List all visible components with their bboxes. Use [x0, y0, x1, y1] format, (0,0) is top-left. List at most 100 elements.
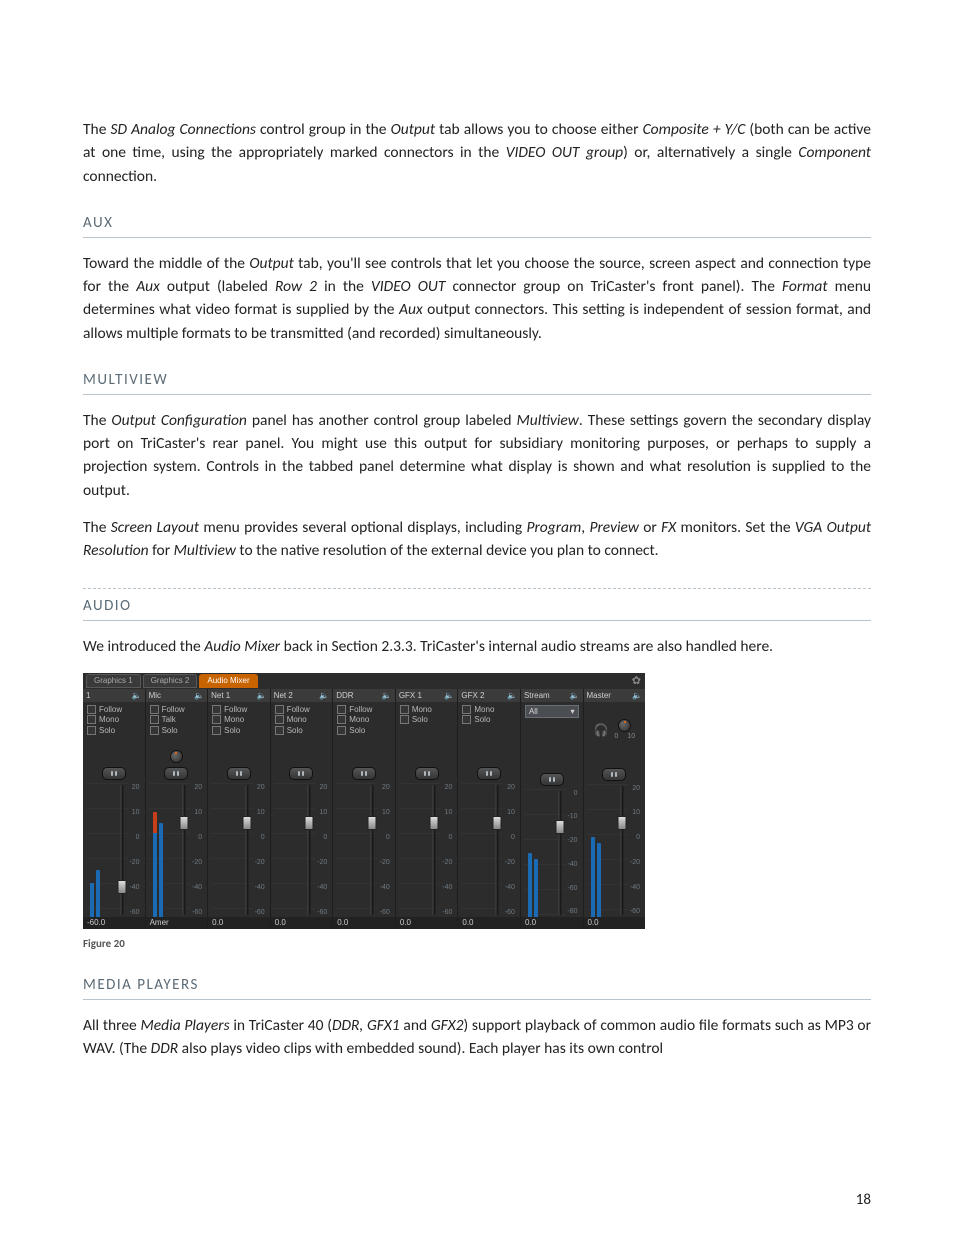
mute-button[interactable]	[102, 767, 126, 780]
mute-button[interactable]	[227, 767, 251, 780]
speaker-icon[interactable]: 🔈	[570, 691, 580, 700]
gear-icon[interactable]: ✿	[632, 674, 641, 687]
meter-bars	[340, 783, 350, 917]
checkbox-solo[interactable]: Solo	[212, 726, 266, 736]
checkbox-solo[interactable]: Solo	[275, 726, 329, 736]
tab-graphics-1[interactable]: Graphics 1	[86, 674, 141, 688]
fader-handle[interactable]	[117, 880, 126, 894]
channel-header: Stream🔈	[521, 689, 583, 702]
channel-value: 0.0	[458, 917, 520, 929]
fader-handle[interactable]	[430, 816, 439, 830]
mute-button[interactable]	[415, 767, 439, 780]
fader-handle[interactable]	[242, 816, 251, 830]
mute-button[interactable]	[164, 767, 188, 780]
meter-area: 20100-20-40-60	[399, 783, 455, 917]
knob-row	[83, 751, 145, 763]
meter-bar	[90, 883, 94, 917]
fader	[557, 789, 563, 917]
checkbox-label: Solo	[162, 726, 178, 736]
checkbox-mono[interactable]: Mono	[87, 715, 141, 725]
text-italic: Media Players	[141, 1016, 230, 1035]
mute-button[interactable]	[602, 768, 626, 781]
checkbox-mono[interactable]: Mono	[400, 705, 454, 715]
text-italic: Multiview	[517, 411, 579, 430]
text: back in Section 2.3.3. TriCaster's inter…	[280, 637, 773, 656]
checkbox-solo[interactable]: Solo	[150, 726, 204, 736]
meter-bars	[465, 783, 475, 917]
checkbox-label: Mono	[224, 715, 244, 725]
speaker-icon[interactable]: 🔈	[319, 691, 329, 700]
checkbox-solo[interactable]: Solo	[337, 726, 391, 736]
checkbox-follow[interactable]: Follow	[337, 705, 391, 715]
text: or	[639, 518, 661, 537]
meter-bar	[591, 837, 595, 917]
mute-button[interactable]	[540, 773, 564, 786]
speaker-icon[interactable]: 🔈	[132, 691, 142, 700]
speaker-icon[interactable]: 🔈	[382, 691, 392, 700]
speaker-icon[interactable]: 🔈	[444, 691, 454, 700]
speaker-icon[interactable]: 🔈	[632, 691, 642, 700]
speaker-icon[interactable]: 🔈	[194, 691, 204, 700]
fader-handle[interactable]	[492, 816, 501, 830]
checkbox-talk[interactable]: Talk	[150, 715, 204, 725]
master-headphone-section: 🎧010	[584, 702, 646, 752]
meter-scale: 20100-20-40-60	[380, 783, 390, 917]
pan-knob[interactable]	[170, 750, 183, 763]
checkbox-mono[interactable]: Mono	[462, 705, 516, 715]
checkbox-follow[interactable]: Follow	[212, 705, 266, 715]
checkbox-box	[400, 715, 409, 724]
meter-bars	[591, 784, 601, 917]
tab-graphics-2[interactable]: Graphics 2	[143, 674, 198, 688]
checkbox-mono[interactable]: Mono	[275, 715, 329, 725]
meter-bar	[597, 843, 601, 916]
channel-options: FollowTalkSolo	[146, 702, 208, 751]
channel-value: 0.0	[396, 917, 458, 929]
meter-area: 20100-20-40-60	[274, 783, 330, 917]
text: to the native resolution of the external…	[236, 541, 659, 560]
checkbox-label: Mono	[99, 715, 119, 725]
knob-row	[271, 751, 333, 763]
checkbox-follow[interactable]: Follow	[150, 705, 204, 715]
checkbox-label: Follow	[287, 705, 310, 715]
checkbox-box	[150, 715, 159, 724]
checkbox-mono[interactable]: Mono	[212, 715, 266, 725]
checkbox-solo[interactable]: Solo	[87, 726, 141, 736]
checkbox-follow[interactable]: Follow	[87, 705, 141, 715]
fader-handle[interactable]	[305, 816, 314, 830]
stream-source-dropdown[interactable]: All▾	[525, 705, 579, 718]
meter-scale: 20100-20-40-60	[255, 783, 265, 917]
channel-value: 0.0	[333, 917, 395, 929]
master-volume-knob[interactable]	[618, 719, 631, 732]
section-head-multiview: MULTIVIEW	[83, 371, 871, 395]
mixer-channel: Net 2🔈FollowMonoSolo20100-20-40-600.0	[271, 689, 334, 929]
multiview-paragraph-1: The Output Configuration panel has anoth…	[83, 409, 871, 502]
channel-header: DDR🔈	[333, 689, 395, 702]
fader-handle[interactable]	[618, 816, 627, 830]
fader-handle[interactable]	[180, 816, 189, 830]
mute-button[interactable]	[289, 767, 313, 780]
section-head-media-players: MEDIA PLAYERS	[83, 976, 871, 1000]
checkbox-solo[interactable]: Solo	[462, 715, 516, 725]
mute-button[interactable]	[477, 767, 501, 780]
speaker-icon[interactable]: 🔈	[507, 691, 517, 700]
checkbox-box	[275, 726, 284, 735]
speaker-icon[interactable]: 🔈	[257, 691, 267, 700]
checkbox-box	[212, 705, 221, 714]
text: control group in the	[256, 120, 391, 139]
mixer-channels: 1🔈FollowMonoSolo20100-20-40-60-60.0Mic🔈F…	[83, 689, 645, 929]
fader-handle[interactable]	[555, 820, 564, 834]
mute-button[interactable]	[352, 767, 376, 780]
channel-name: Master	[587, 691, 611, 700]
checkbox-solo[interactable]: Solo	[400, 715, 454, 725]
figure-caption: Figure 20	[83, 937, 871, 950]
text-italic: Component	[798, 143, 871, 162]
checkbox-mono[interactable]: Mono	[337, 715, 391, 725]
tab-audio-mixer[interactable]: Audio Mixer	[199, 674, 257, 688]
channel-header: Master 🔈	[584, 689, 646, 702]
checkbox-follow[interactable]: Follow	[275, 705, 329, 715]
fader-track	[558, 791, 561, 915]
fader-handle[interactable]	[367, 816, 376, 830]
headphones-icon: 🎧	[593, 723, 608, 737]
text: menu provides several optional displays,…	[199, 518, 526, 537]
text-italic: Output Configuration	[111, 411, 246, 430]
